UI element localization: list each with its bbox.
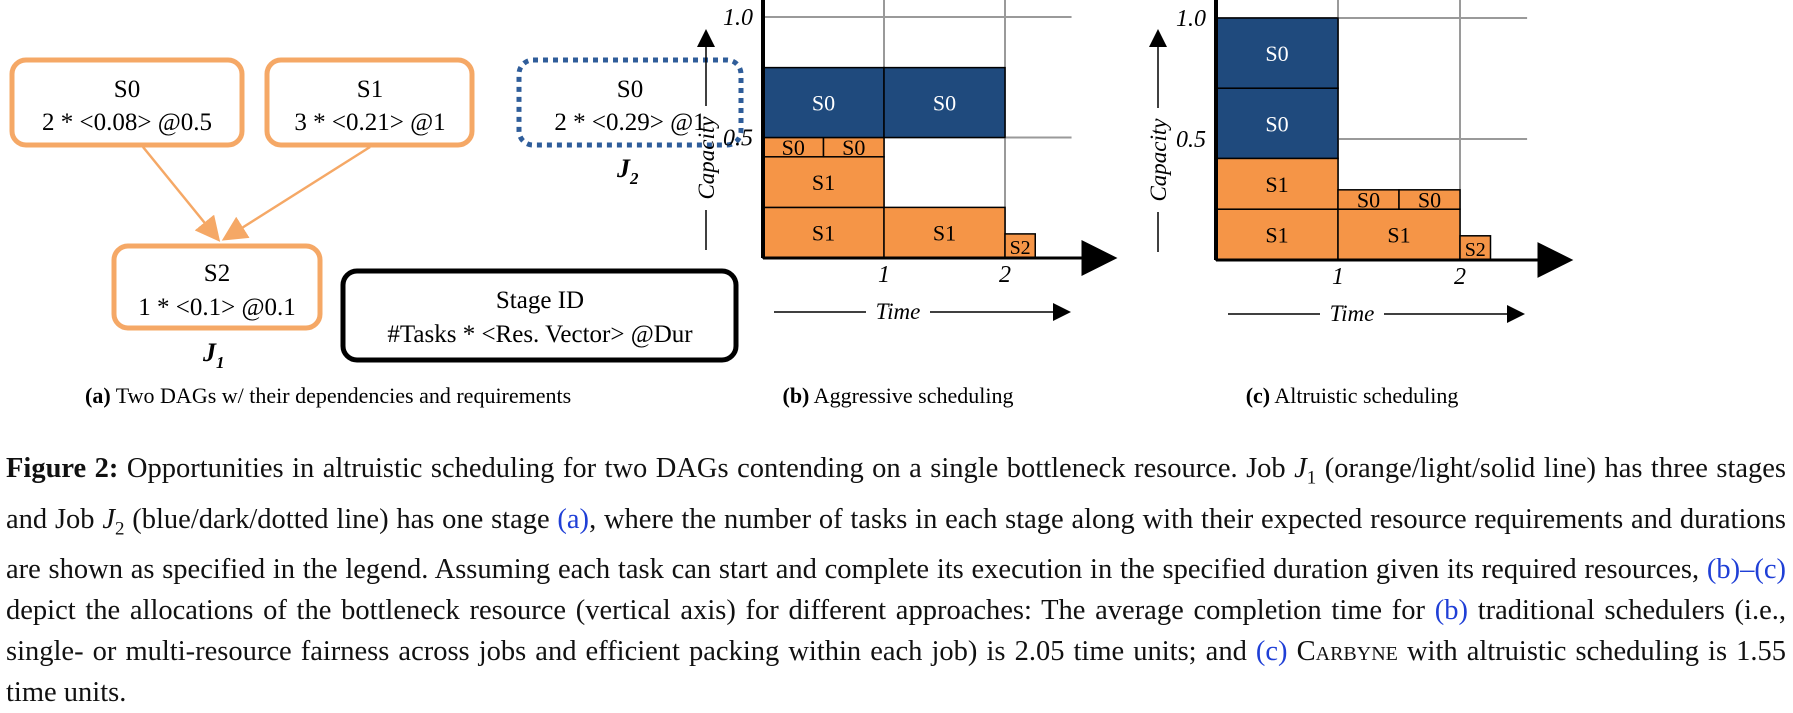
block-label: S0 <box>842 135 865 160</box>
block-label: S1 <box>933 221 956 246</box>
node-spec: 1 * <0.1> @0.1 <box>138 294 295 321</box>
allocation-block <box>883 206 1006 259</box>
x-tick-label: 2 <box>1454 264 1466 290</box>
job1-math: J1 <box>1294 453 1317 489</box>
system-name: Carbyne <box>1296 636 1398 668</box>
dependency-arrow <box>221 145 371 241</box>
figure-caption: Figure 2: Opportunities in altruistic sc… <box>6 448 1786 713</box>
subcaption-a: (a) Two DAGs w/ their dependencies and r… <box>85 383 571 408</box>
dag-node-s0-j1 <box>9 57 245 148</box>
ref-a-link[interactable]: (a) <box>557 503 590 535</box>
y-axis-label: Capacity <box>1146 118 1171 202</box>
caption-text: depict the allocations of the bottleneck… <box>6 595 1435 627</box>
node-id: S2 <box>204 260 230 287</box>
block-label: S1 <box>812 221 835 246</box>
x-axis-label: Time <box>1330 301 1375 326</box>
caption-text: (blue/dark/dotted line) has one stage <box>124 503 558 535</box>
block-label: S0 <box>1265 111 1288 136</box>
caption-text: with altruistic scheduling is 1.55 time … <box>6 636 1787 709</box>
allocation-block <box>1215 17 1339 89</box>
node-spec: 2 * <0.29> @1 <box>554 109 705 136</box>
y-axis-label: Capacity <box>694 116 719 200</box>
block-label: S0 <box>782 135 805 160</box>
allocation-block <box>1459 235 1492 261</box>
block-label: S1 <box>1265 172 1288 197</box>
x-tick-label: 1 <box>878 262 890 288</box>
node-id: S1 <box>357 76 383 103</box>
x-axis-label: Time <box>876 299 921 324</box>
node-spec: 2 * <0.08> @0.5 <box>42 109 212 136</box>
dag-node-s1-j1 <box>264 57 475 148</box>
dag-node-s0-j2 <box>516 57 744 148</box>
block-label: S2 <box>1010 237 1031 259</box>
ref-bc-link[interactable]: (b)–(c) <box>1706 554 1786 586</box>
dependency-arrow <box>142 146 221 242</box>
block-label: S0 <box>933 91 956 116</box>
block-label: S1 <box>1387 223 1410 248</box>
ref-b-link[interactable]: (b) <box>1434 595 1468 627</box>
legend-box <box>340 268 739 363</box>
subcaption-text: Aggressive scheduling <box>809 383 1013 408</box>
y-tick-label: 0.5 <box>723 126 753 152</box>
job1-label: J1 <box>202 338 225 372</box>
block-label: S0 <box>1357 188 1380 213</box>
caption-text <box>1288 636 1297 667</box>
caption-text: traditional schedulers (i.e., single- or… <box>6 595 1786 668</box>
job2-math: J2 <box>102 503 125 540</box>
subcaption-text: Altruistic scheduling <box>1270 383 1458 408</box>
legend-line1: Stage ID <box>496 287 584 314</box>
figure-canvas: S0 2 * <0.08> @0.5 S1 3 * <0.21> @1 S0 2… <box>9 0 1574 408</box>
dag-node-s2-j1 <box>111 243 323 331</box>
caption-text: , where the number of tasks in each stag… <box>6 503 1786 586</box>
node-id: S0 <box>617 76 643 103</box>
block-label: S1 <box>1265 223 1288 248</box>
node-id: S0 <box>114 76 140 103</box>
allocation-block <box>883 66 1006 139</box>
subcaption-c: (c) Altruistic scheduling <box>1246 383 1459 408</box>
block-label: S2 <box>1465 239 1486 261</box>
allocation-block <box>1398 189 1461 210</box>
allocation-block <box>1215 87 1339 160</box>
block-label: S1 <box>812 170 835 195</box>
x-tick-label: 2 <box>999 262 1011 288</box>
x-tick-label: 1 <box>1332 264 1344 290</box>
block-label: S0 <box>1265 41 1288 66</box>
y-tick-label: 1.0 <box>723 5 753 31</box>
dag-panel: S0 2 * <0.08> @0.5 S1 3 * <0.21> @1 S0 2… <box>9 57 744 408</box>
caption-text: Opportunities in altruistic scheduling f… <box>118 453 1295 484</box>
node-spec: 3 * <0.21> @1 <box>294 109 445 136</box>
caption-text: (orange/light/solid line) has three stag… <box>6 453 1787 535</box>
subcaption-tag: (b) <box>783 383 810 408</box>
y-tick-label: 1.0 <box>1176 6 1206 32</box>
caption-label: Figure 2: <box>6 453 119 484</box>
subcaption-b: (b) Aggressive scheduling <box>783 383 1014 408</box>
chart-altruistic: S1 S1 S1 S0 S0 S2 S0 S0 0.5 1.0 1 2 Time Capacity (c) … <box>1146 0 1574 408</box>
legend-line2: #Tasks * <Res. Vector> @Dur <box>387 321 693 348</box>
subcaption-tag: (c) <box>1246 383 1270 408</box>
chart-aggressive: S1 S1 S2 S1 S0 S0 S0 S0 0.5 1.0 1 2 Time Capacity (b) … <box>694 0 1118 408</box>
block-label: S0 <box>1418 188 1441 213</box>
job2-label: J2 <box>616 154 639 188</box>
y-tick-label: 0.5 <box>1176 127 1206 153</box>
figure-2: S0 2 * <0.08> @0.5 S1 3 * <0.21> @1 S0 2… <box>9 0 1574 408</box>
ref-c-link[interactable]: (c) <box>1255 636 1288 668</box>
block-label: S0 <box>812 91 835 116</box>
